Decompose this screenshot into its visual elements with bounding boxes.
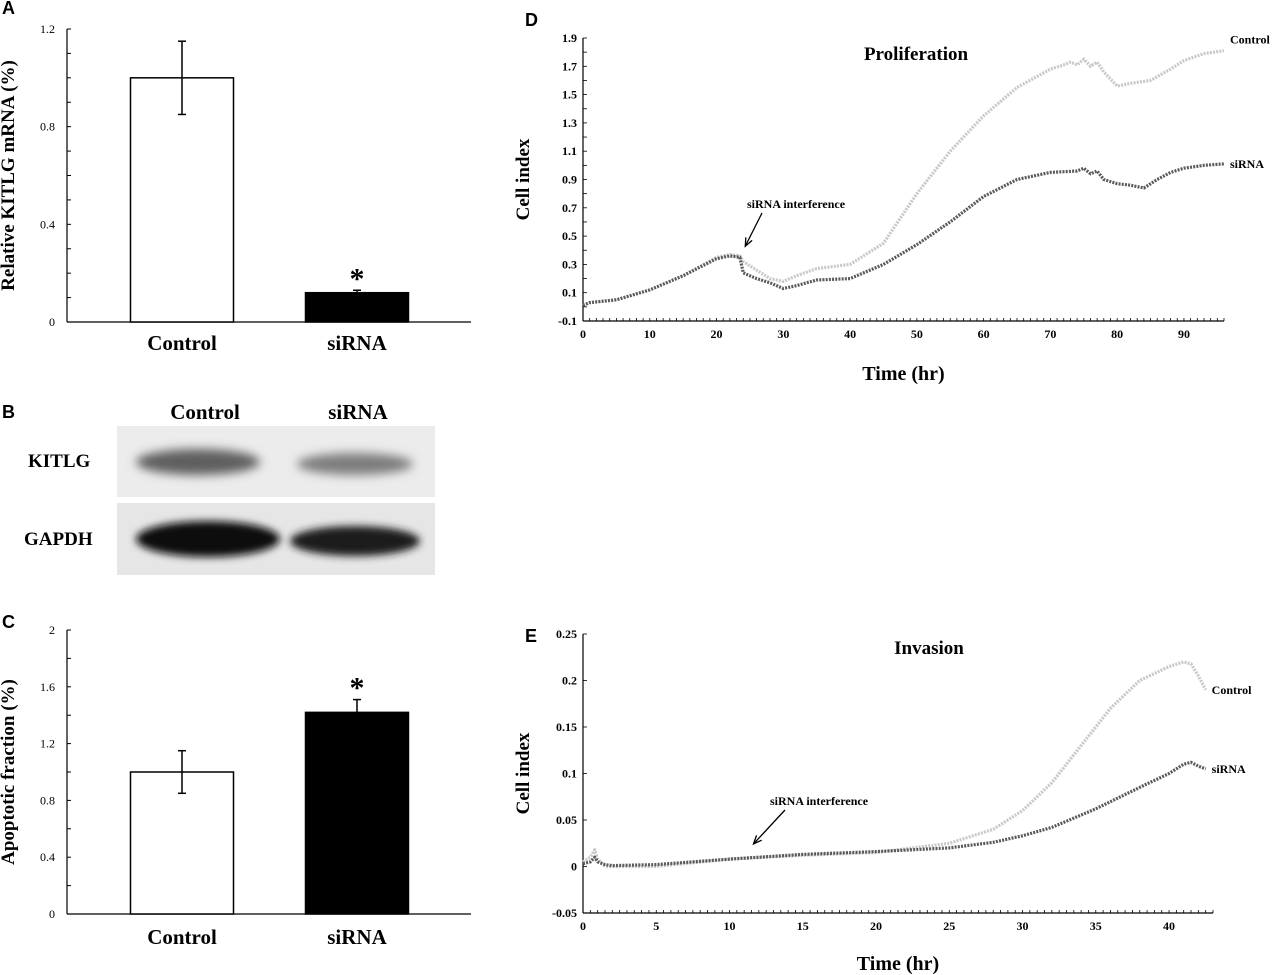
blot-column-control: Control — [170, 400, 240, 424]
y-tick-label: 0.25 — [556, 627, 577, 641]
y-tick-label: 1.7 — [562, 59, 577, 73]
x-tick-label: 30 — [777, 327, 789, 341]
y-tick-label: 1.9 — [562, 31, 577, 45]
chart-title: Proliferation — [864, 44, 969, 65]
annotation-text: siRNA interference — [747, 197, 846, 211]
blot-row-gapdh: GAPDH — [24, 529, 93, 550]
x-tick-label: 60 — [978, 327, 990, 341]
band-gapdh-sirna — [290, 526, 420, 556]
band-kitlg-sirna — [297, 453, 413, 475]
bar-sirna — [304, 711, 410, 915]
y-tick-label: 0.2 — [562, 674, 577, 688]
panel-letter-b: B — [2, 402, 15, 422]
x-tick-label: 35 — [1090, 919, 1102, 933]
y-tick-label: 0.1 — [562, 767, 577, 781]
y-tick-label: 0.4 — [40, 850, 55, 864]
significance-star: * — [350, 262, 365, 295]
blot-row-kitlg: KITLG — [28, 451, 91, 472]
series-label-control: Control — [1212, 683, 1252, 697]
y-tick-label: 0.9 — [562, 173, 577, 187]
significance-star: * — [350, 672, 365, 705]
y-tick-label: 0.05 — [556, 813, 577, 827]
y-axis-label: Cell index — [513, 732, 534, 814]
y-tick-label: 0 — [49, 315, 55, 329]
x-tick-label: 30 — [1017, 919, 1029, 933]
annotation-arrow — [753, 809, 786, 845]
x-tick-label: 0 — [580, 919, 586, 933]
panel-letter-c: C — [2, 612, 15, 632]
y-tick-label: 0.5 — [562, 229, 577, 243]
y-tick-label: 0.15 — [556, 720, 577, 734]
panel-letter-d: D — [525, 10, 538, 30]
x-tick-label: 25 — [943, 919, 955, 933]
bar-control — [129, 77, 235, 323]
y-tick-label: -0.1 — [558, 314, 577, 328]
y-tick-label: 0.3 — [562, 257, 577, 271]
y-axis-label: Cell index — [513, 138, 534, 220]
series-line-sirna — [582, 760, 1207, 868]
band-gapdh-control — [136, 521, 280, 557]
panel-letter-e: E — [525, 626, 537, 646]
x-tick-label: 20 — [870, 919, 882, 933]
x-tick-label: 20 — [711, 327, 723, 341]
panel-letter-a: A — [2, 0, 15, 18]
x-tick-label: 10 — [724, 919, 736, 933]
x-tick-label: 15 — [797, 919, 809, 933]
x-axis-label: Time (hr) — [862, 363, 944, 385]
x-tick-label: 50 — [911, 327, 923, 341]
bar-sirna — [304, 291, 410, 323]
x-tick-label: 90 — [1178, 327, 1190, 341]
y-tick-label: 0.7 — [562, 201, 577, 215]
category-label: Control — [147, 925, 217, 949]
chart-d: -0.1 0.1 0.3 0.5 0.7 0.9 1.1 1.3 1.5 1.7 1.9 0 10 20 3… — [513, 31, 1270, 385]
y-tick-label: 0 — [49, 907, 55, 921]
series-label-control: Control — [1230, 33, 1270, 47]
series-line-sirna — [582, 162, 1225, 307]
western-blot: Control siRNA KITLG GAPDH — [24, 400, 435, 575]
series-line-control — [582, 49, 1225, 307]
y-tick-label: 1.3 — [562, 116, 577, 130]
x-tick-label: 10 — [644, 327, 656, 341]
band-kitlg-control — [136, 449, 260, 475]
category-label: siRNA — [327, 331, 387, 355]
bar-control — [129, 771, 235, 915]
chart-title: Invasion — [894, 638, 964, 659]
annotation-arrowhead — [744, 237, 753, 248]
y-tick-label: 0.8 — [40, 120, 55, 134]
series-label-sirna: siRNA — [1230, 157, 1264, 171]
annotation-text: siRNA interference — [770, 794, 869, 808]
y-tick-label: 0.8 — [40, 793, 55, 807]
x-tick-label: 0 — [580, 327, 586, 341]
chart-c: 0 0.4 0.8 1.2 1.6 2 Apoptotic fraction (%) Cont… — [0, 623, 471, 949]
y-tick-label: 2 — [49, 623, 55, 637]
y-axis-label: Apoptotic fraction (%) — [0, 679, 19, 865]
y-tick-label: 0.1 — [562, 286, 577, 300]
series-line-control — [582, 660, 1208, 869]
y-tick-label: 0.4 — [40, 217, 55, 231]
x-tick-label: 40 — [1163, 919, 1175, 933]
y-tick-label: 1.1 — [562, 144, 577, 158]
x-tick-label: 5 — [653, 919, 659, 933]
annotation-arrowhead — [752, 835, 762, 846]
category-label: Control — [147, 331, 217, 355]
y-tick-label: 0 — [571, 860, 577, 874]
category-label: siRNA — [327, 925, 387, 949]
x-tick-label: 40 — [844, 327, 856, 341]
y-tick-label: -0.05 — [552, 906, 577, 920]
y-axis-label: Relative KITLG mRNA (%) — [0, 60, 19, 291]
annotation-arrow — [744, 212, 763, 247]
y-tick-label: 1.2 — [40, 22, 55, 36]
x-axis-label: Time (hr) — [857, 953, 939, 975]
x-tick-label: 80 — [1111, 327, 1123, 341]
x-tick-label: 70 — [1044, 327, 1056, 341]
y-tick-label: 1.2 — [40, 737, 55, 751]
y-tick-label: 1.5 — [562, 88, 577, 102]
y-tick-label: 1.6 — [40, 680, 55, 694]
series-label-sirna: siRNA — [1212, 762, 1246, 776]
blot-column-sirna: siRNA — [328, 400, 388, 424]
chart-a: 0 0.4 0.8 1.2 Relative KITLG mRNA (%) Control… — [0, 22, 471, 355]
